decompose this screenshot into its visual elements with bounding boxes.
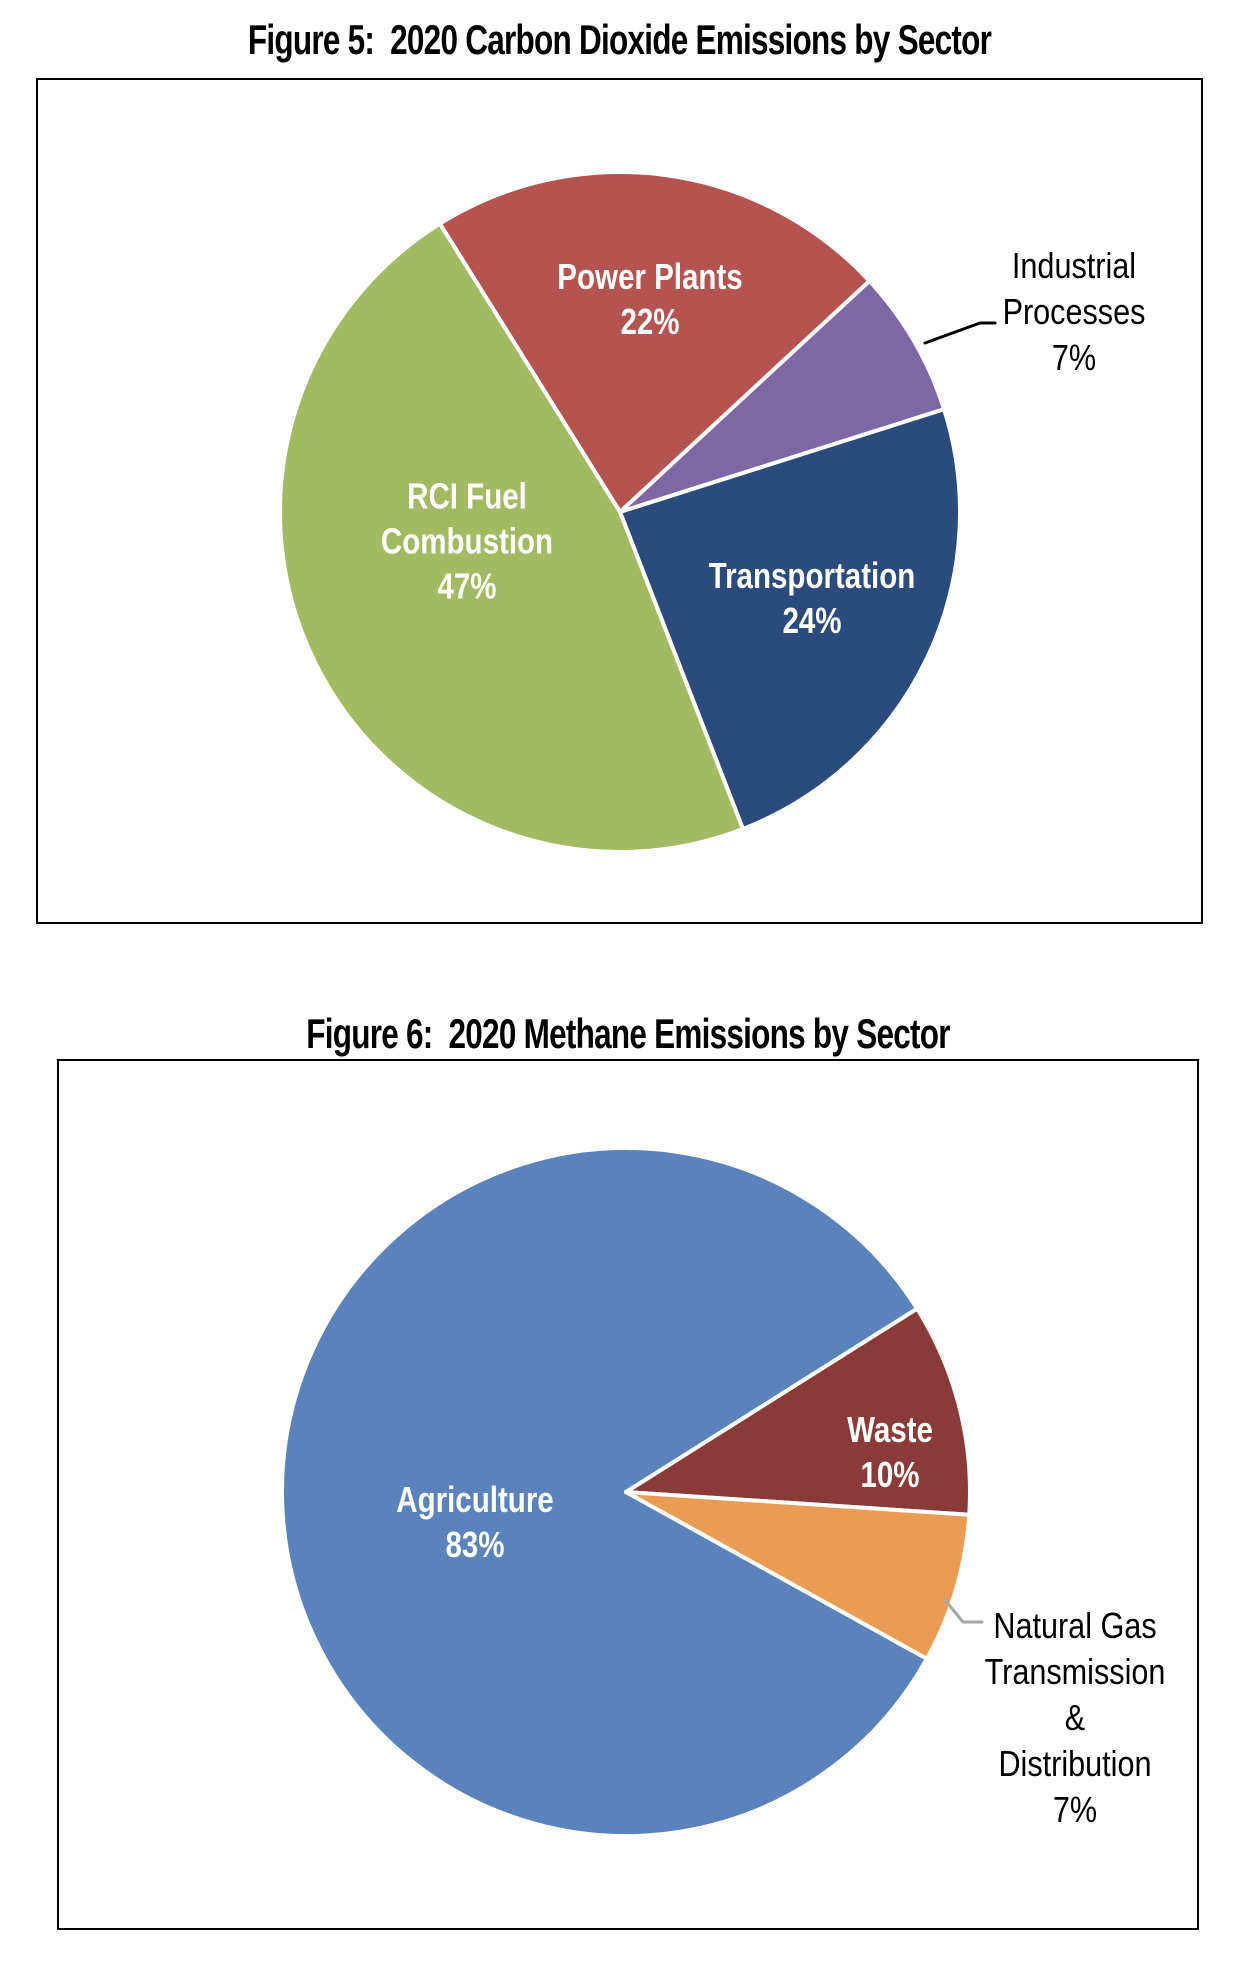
pie-slice-industrial-processes <box>618 278 947 514</box>
industrial-processes-leader-line <box>923 321 997 345</box>
figure-6-title: Figure 6: 2020 Methane Emissions by Sect… <box>306 1010 950 1057</box>
pie-slice-natural-gas-transmission-distribution <box>624 1490 972 1661</box>
pie-slice-waste <box>624 1306 972 1517</box>
pie-slice-agriculture <box>280 1146 929 1838</box>
pie-slice-transportation <box>618 407 962 831</box>
figure-6-chart-box: Agriculture 83% Waste 10% Natural Gas Tr… <box>57 1059 1199 1930</box>
natural-gas-transmission-distribution-leader-line <box>943 1598 984 1624</box>
pie-slice-power-plants <box>437 170 872 514</box>
figure-6-pie-chart <box>280 1146 984 1838</box>
figure-5-chart-box: Power Plants 22% Industrial Processes 7%… <box>36 78 1203 924</box>
pie-slice-rci-fuel-combustion <box>278 221 745 854</box>
figure-5-title: Figure 5: 2020 Carbon Dioxide Emissions … <box>247 16 992 63</box>
figure-5-pie-chart <box>278 170 997 854</box>
